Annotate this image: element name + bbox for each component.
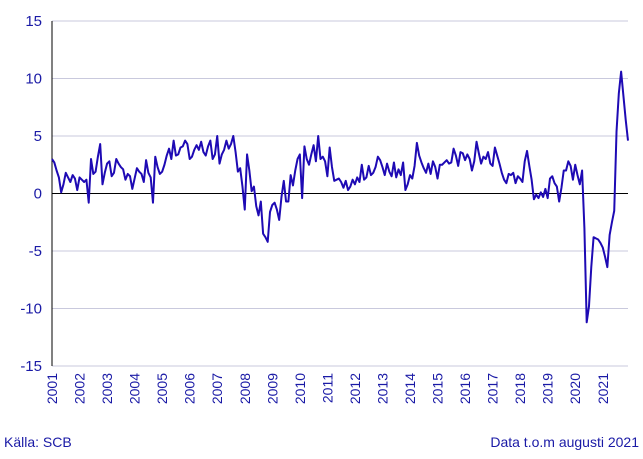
y-tick-label: 0 — [34, 186, 42, 203]
x-tick-label: 2001 — [44, 373, 60, 404]
data-note-label: Data t.o.m augusti 2021 — [490, 434, 639, 450]
x-tick-label: 2011 — [319, 373, 335, 403]
x-tick-label: 2008 — [237, 373, 253, 404]
x-tick-label: 2018 — [512, 373, 528, 404]
x-tick-label: 2017 — [485, 373, 501, 404]
y-tick-label: -10 — [20, 301, 42, 318]
y-tick-label: 5 — [34, 128, 42, 145]
x-tick-label: 2013 — [374, 373, 390, 404]
y-tick-label: -15 — [20, 358, 42, 375]
series-line — [51, 70, 629, 324]
x-tick-label: 2021 — [595, 373, 611, 404]
y-tick-label: 15 — [25, 13, 42, 30]
x-tick-label: 2007 — [209, 373, 225, 404]
y-tick-label: -5 — [29, 243, 42, 260]
x-tick-label: 2010 — [292, 373, 308, 404]
source-label: Källa: SCB — [4, 434, 72, 450]
y-tick-label: 10 — [25, 71, 42, 88]
y-axis-tick-labels: 15 10 5 0 -5 -10 -15 — [20, 13, 42, 375]
x-tick-label: 2019 — [540, 373, 556, 404]
x-tick-label: 2005 — [154, 373, 170, 404]
x-tick-label: 2002 — [72, 373, 88, 404]
x-tick-label: 2006 — [182, 373, 198, 404]
x-tick-label: 2015 — [430, 373, 446, 404]
x-tick-label: 2014 — [402, 373, 418, 404]
x-tick-label: 2009 — [264, 373, 280, 404]
x-tick-label: 2016 — [457, 373, 473, 404]
x-tick-label: 2003 — [99, 373, 115, 404]
gridlines — [52, 20, 628, 367]
x-axis-tick-labels: 2001 2002 2003 2004 2005 2006 2007 2008 2009 2010… — [44, 373, 611, 404]
x-tick-label: 2012 — [347, 373, 363, 404]
x-tick-label: 2020 — [567, 373, 583, 404]
x-tick-label: 2004 — [127, 373, 143, 404]
